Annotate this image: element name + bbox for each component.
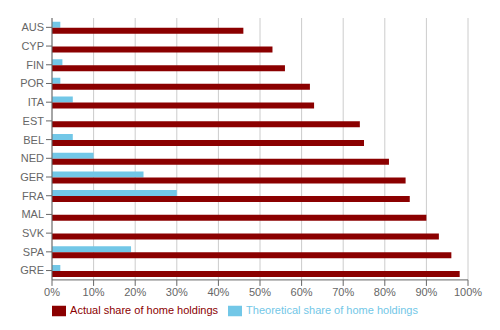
svg-text:SPA: SPA (23, 246, 45, 258)
svg-text:70%: 70% (332, 286, 354, 298)
svg-text:POR: POR (20, 77, 44, 89)
svg-text:FRA: FRA (22, 190, 45, 202)
svg-text:100%: 100% (454, 286, 482, 298)
svg-text:50%: 50% (249, 286, 271, 298)
svg-text:30%: 30% (166, 286, 188, 298)
svg-text:80%: 80% (374, 286, 396, 298)
svg-text:BEL: BEL (23, 134, 44, 146)
svg-text:MAL: MAL (21, 208, 44, 220)
svg-text:AUS: AUS (21, 21, 44, 33)
svg-text:EST: EST (23, 115, 45, 127)
svg-text:NED: NED (21, 152, 44, 164)
html-text:Actual share of home holdings: Actual share of home holdings (70, 303, 219, 316)
html-text:Theoretical share of home hold: Theoretical share of home holdings (246, 303, 418, 316)
svg-text:10%: 10% (83, 286, 105, 298)
svg-text:SVK: SVK (22, 227, 45, 239)
svg-text:40%: 40% (207, 286, 229, 298)
svg-text:0%: 0% (44, 286, 60, 298)
svg-text:90%: 90% (415, 286, 437, 298)
svg-text:GRE: GRE (20, 264, 44, 276)
svg-text:GER: GER (20, 171, 44, 183)
svg-text:FIN: FIN (26, 59, 44, 71)
svg-text:20%: 20% (124, 286, 146, 298)
svg-text:CYP: CYP (21, 40, 44, 52)
svg-text:60%: 60% (291, 286, 313, 298)
svg-text:ITA: ITA (28, 96, 45, 108)
